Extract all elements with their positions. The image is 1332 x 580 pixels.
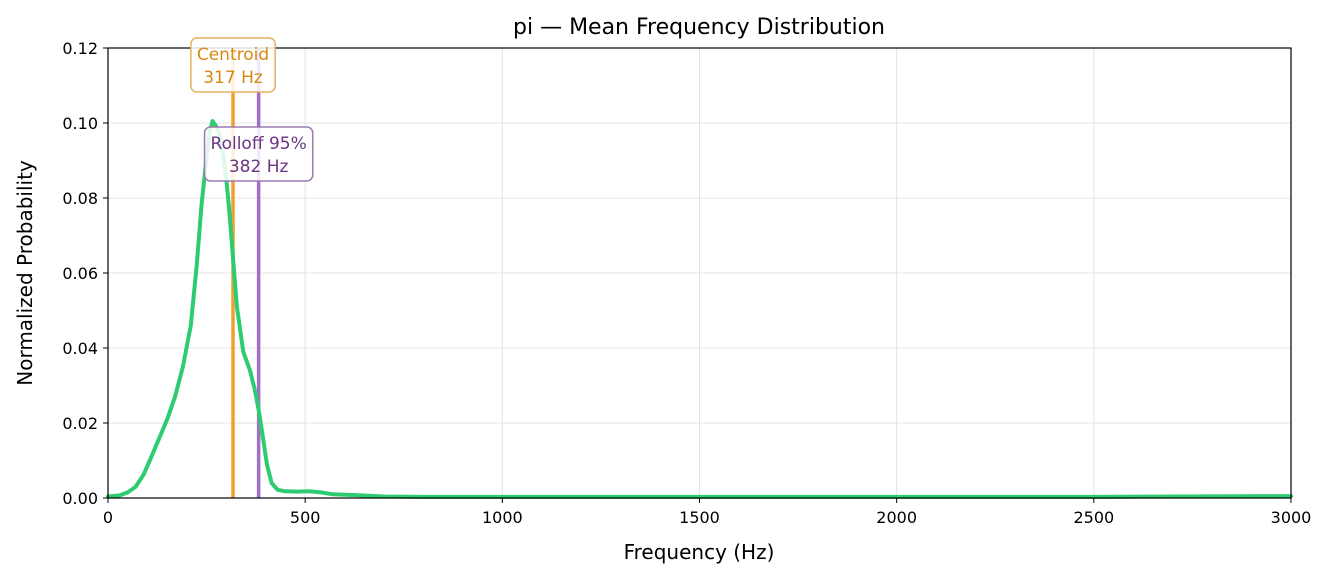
y-tick-label: 0.04 [62, 339, 98, 358]
x-tick-label: 2000 [876, 508, 917, 527]
y-axis-label: Normalized Probability [13, 160, 37, 386]
y-tick-label: 0.02 [62, 414, 98, 433]
y-tick-label: 0.12 [62, 39, 98, 58]
x-tick-label: 0 [103, 508, 113, 527]
y-tick-label: 0.08 [62, 189, 98, 208]
chart-title: pi — Mean Frequency Distribution [513, 15, 885, 40]
annotation-label: Centroid [197, 45, 269, 65]
x-tick-label: 2500 [1073, 508, 1114, 527]
x-tick-label: 3000 [1271, 508, 1312, 527]
y-tick-label: 0.00 [62, 489, 98, 508]
y-axis-ticks: 0.00 0.02 0.04 0.06 0.08 0.10 0.12 [62, 39, 108, 508]
annotation-box [203, 126, 314, 182]
marker-annotations: Centroid 317 Hz Rolloff 95% 382 Hz [190, 37, 314, 182]
x-tick-label: 1000 [482, 508, 523, 527]
grid-lines [107, 47, 1292, 499]
y-tick-label: 0.06 [62, 264, 98, 283]
x-axis-ticks: 0 500 1000 1500 2000 2500 3000 [103, 498, 1311, 527]
marker-annotation: Rolloff 95% 382 Hz [203, 126, 314, 182]
y-tick-label: 0.10 [62, 114, 98, 133]
annotation-value: 317 Hz [203, 68, 263, 88]
marker-annotation: Centroid 317 Hz [190, 37, 276, 93]
annotation-value: 382 Hz [229, 157, 289, 177]
x-axis-label: Frequency (Hz) [624, 540, 775, 564]
annotation-label: Rolloff 95% [211, 134, 307, 154]
series-lines [106, 119, 1293, 499]
x-tick-label: 500 [290, 508, 321, 527]
series-line [106, 119, 1293, 499]
x-tick-label: 1500 [679, 508, 720, 527]
annotation-box [190, 37, 276, 93]
